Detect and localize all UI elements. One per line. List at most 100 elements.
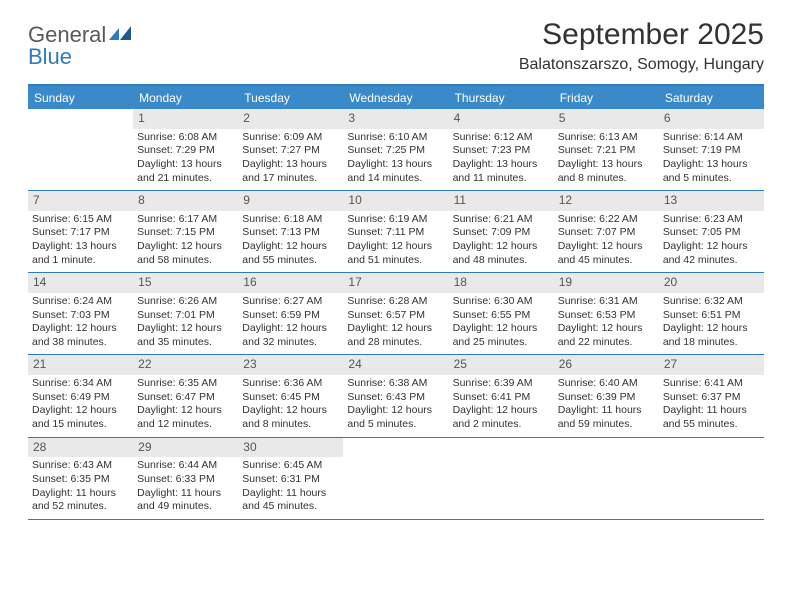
sunset-text: Sunset: 6:43 PM: [347, 391, 444, 405]
sunset-text: Sunset: 7:01 PM: [137, 309, 234, 323]
sunrise-text: Sunrise: 6:36 AM: [242, 377, 339, 391]
sunrise-text: Sunrise: 6:30 AM: [453, 295, 550, 309]
sunrise-text: Sunrise: 6:09 AM: [242, 131, 339, 145]
sunset-text: Sunset: 7:15 PM: [137, 226, 234, 240]
sunrise-text: Sunrise: 6:19 AM: [347, 213, 444, 227]
day-number: 10: [343, 191, 448, 211]
sunrise-text: Sunrise: 6:12 AM: [453, 131, 550, 145]
calendar-cell: 6Sunrise: 6:14 AMSunset: 7:19 PMDaylight…: [659, 109, 764, 190]
daylight-text-2: and 22 minutes.: [558, 336, 655, 350]
daylight-text-2: and 55 minutes.: [663, 418, 760, 432]
daylight-text-1: Daylight: 11 hours: [663, 404, 760, 418]
calendar-cell: 20Sunrise: 6:32 AMSunset: 6:51 PMDayligh…: [659, 273, 764, 354]
day-number: 25: [449, 355, 554, 375]
calendar-cell: 13Sunrise: 6:23 AMSunset: 7:05 PMDayligh…: [659, 191, 764, 272]
day-number: 20: [659, 273, 764, 293]
daylight-text-2: and 5 minutes.: [663, 172, 760, 186]
header: General Blue September 2025 Balatonszars…: [28, 18, 764, 74]
daylight-text-1: Daylight: 12 hours: [347, 240, 444, 254]
sunrise-text: Sunrise: 6:18 AM: [242, 213, 339, 227]
sunrise-text: Sunrise: 6:32 AM: [663, 295, 760, 309]
sunrise-text: Sunrise: 6:44 AM: [137, 459, 234, 473]
calendar-week: 21Sunrise: 6:34 AMSunset: 6:49 PMDayligh…: [28, 355, 764, 437]
daylight-text-2: and 59 minutes.: [558, 418, 655, 432]
sunset-text: Sunset: 6:37 PM: [663, 391, 760, 405]
logo-text-blue: Blue: [28, 44, 72, 69]
day-number: 5: [554, 109, 659, 129]
calendar-cell: [28, 109, 133, 190]
daylight-text-1: Daylight: 12 hours: [137, 322, 234, 336]
sunset-text: Sunset: 7:07 PM: [558, 226, 655, 240]
sunrise-text: Sunrise: 6:15 AM: [32, 213, 129, 227]
daylight-text-1: Daylight: 12 hours: [663, 240, 760, 254]
sunset-text: Sunset: 7:11 PM: [347, 226, 444, 240]
day-number: 4: [449, 109, 554, 129]
daylight-text-1: Daylight: 12 hours: [137, 240, 234, 254]
daylight-text-2: and 49 minutes.: [137, 500, 234, 514]
daylight-text-1: Daylight: 12 hours: [242, 240, 339, 254]
sunset-text: Sunset: 6:47 PM: [137, 391, 234, 405]
daylight-text-2: and 42 minutes.: [663, 254, 760, 268]
sunset-text: Sunset: 6:57 PM: [347, 309, 444, 323]
day-number: 12: [554, 191, 659, 211]
day-number: 6: [659, 109, 764, 129]
calendar-cell: [659, 438, 764, 519]
daylight-text-2: and 48 minutes.: [453, 254, 550, 268]
calendar-cell: [343, 438, 448, 519]
sunset-text: Sunset: 6:59 PM: [242, 309, 339, 323]
daylight-text-2: and 17 minutes.: [242, 172, 339, 186]
daylight-text-1: Daylight: 13 hours: [242, 158, 339, 172]
sunset-text: Sunset: 7:23 PM: [453, 144, 550, 158]
daylight-text-2: and 18 minutes.: [663, 336, 760, 350]
daylight-text-1: Daylight: 13 hours: [32, 240, 129, 254]
day-number: 13: [659, 191, 764, 211]
sunset-text: Sunset: 7:25 PM: [347, 144, 444, 158]
location: Balatonszarszo, Somogy, Hungary: [519, 56, 764, 74]
sunset-text: Sunset: 7:03 PM: [32, 309, 129, 323]
day-number: 1: [133, 109, 238, 129]
daylight-text-1: Daylight: 12 hours: [453, 322, 550, 336]
calendar-cell: 16Sunrise: 6:27 AMSunset: 6:59 PMDayligh…: [238, 273, 343, 354]
daylight-text-1: Daylight: 12 hours: [663, 322, 760, 336]
calendar-week: 7Sunrise: 6:15 AMSunset: 7:17 PMDaylight…: [28, 191, 764, 273]
day-number: 30: [238, 438, 343, 458]
sunset-text: Sunset: 6:49 PM: [32, 391, 129, 405]
daylight-text-1: Daylight: 12 hours: [137, 404, 234, 418]
day-number: 3: [343, 109, 448, 129]
daylight-text-1: Daylight: 12 hours: [453, 240, 550, 254]
logo-icon: [109, 24, 131, 46]
sunset-text: Sunset: 7:27 PM: [242, 144, 339, 158]
daylight-text-2: and 21 minutes.: [137, 172, 234, 186]
sunrise-text: Sunrise: 6:35 AM: [137, 377, 234, 391]
daylight-text-2: and 12 minutes.: [137, 418, 234, 432]
day-number: 18: [449, 273, 554, 293]
daylight-text-1: Daylight: 12 hours: [558, 240, 655, 254]
sunrise-text: Sunrise: 6:26 AM: [137, 295, 234, 309]
sunrise-text: Sunrise: 6:27 AM: [242, 295, 339, 309]
calendar-cell: 18Sunrise: 6:30 AMSunset: 6:55 PMDayligh…: [449, 273, 554, 354]
daylight-text-2: and 38 minutes.: [32, 336, 129, 350]
sunrise-text: Sunrise: 6:38 AM: [347, 377, 444, 391]
calendar-cell: 29Sunrise: 6:44 AMSunset: 6:33 PMDayligh…: [133, 438, 238, 519]
day-number: 14: [28, 273, 133, 293]
sunset-text: Sunset: 7:29 PM: [137, 144, 234, 158]
daylight-text-1: Daylight: 12 hours: [453, 404, 550, 418]
day-number: 8: [133, 191, 238, 211]
calendar-cell: 30Sunrise: 6:45 AMSunset: 6:31 PMDayligh…: [238, 438, 343, 519]
daylight-text-2: and 52 minutes.: [32, 500, 129, 514]
calendar-cell: 17Sunrise: 6:28 AMSunset: 6:57 PMDayligh…: [343, 273, 448, 354]
sunset-text: Sunset: 6:45 PM: [242, 391, 339, 405]
sunrise-text: Sunrise: 6:45 AM: [242, 459, 339, 473]
daylight-text-1: Daylight: 11 hours: [137, 487, 234, 501]
day-number: 24: [343, 355, 448, 375]
calendar-cell: 11Sunrise: 6:21 AMSunset: 7:09 PMDayligh…: [449, 191, 554, 272]
calendar-cell: 12Sunrise: 6:22 AMSunset: 7:07 PMDayligh…: [554, 191, 659, 272]
sunset-text: Sunset: 7:05 PM: [663, 226, 760, 240]
sunset-text: Sunset: 6:53 PM: [558, 309, 655, 323]
day-number: 22: [133, 355, 238, 375]
day-of-week-header: Friday: [554, 86, 659, 109]
sunset-text: Sunset: 7:19 PM: [663, 144, 760, 158]
day-number: 7: [28, 191, 133, 211]
daylight-text-1: Daylight: 12 hours: [242, 404, 339, 418]
daylight-text-1: Daylight: 13 hours: [558, 158, 655, 172]
